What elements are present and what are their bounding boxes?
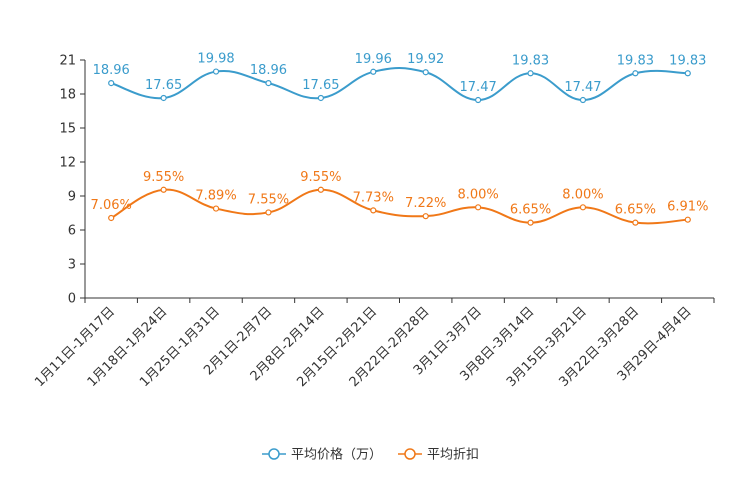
legend-label: 平均折扣 [427,448,479,463]
chart-legend[interactable]: 平均价格（万） 平均折扣 [262,447,479,463]
data-point[interactable] [475,204,482,211]
data-point[interactable] [527,70,534,77]
data-point[interactable] [370,68,377,75]
data-label: 8.00% [562,187,603,202]
data-label: 19.96 [355,52,392,67]
data-point[interactable] [370,207,377,214]
data-label: 6.65% [510,203,551,218]
y-tick-label: 12 [59,156,76,171]
y-tick-label: 0 [68,292,76,307]
data-point[interactable] [632,219,639,226]
data-label: 8.00% [457,187,498,202]
data-label: 19.83 [669,53,706,68]
data-label: 17.47 [564,80,601,95]
data-label: 17.65 [302,78,339,93]
series-line [110,66,688,102]
y-tick-label: 15 [59,122,76,137]
data-point[interactable] [160,94,167,102]
y-tick-label: 9 [68,190,76,205]
series-layer: 18.96 17.65 19.98 18.96 17.65 19.96 19.92 17.47… [91,52,708,226]
series-0: 18.96 17.65 19.98 18.96 17.65 19.96 19.92 17.47… [93,52,706,104]
data-label: 19.98 [197,52,234,67]
data-point[interactable] [684,70,691,77]
data-point[interactable] [475,96,482,104]
legend-item-0[interactable]: 平均价格（万） [262,447,382,463]
y-tick-label: 21 [59,54,76,69]
data-label: 18.96 [93,63,130,78]
legend-marker-icon [404,448,416,460]
data-label: 6.65% [615,203,656,218]
data-label: 7.06% [91,198,132,213]
data-point[interactable] [632,70,639,77]
series-line [110,188,688,225]
data-point[interactable] [422,213,429,220]
data-point[interactable] [108,80,115,87]
data-point[interactable] [265,209,272,216]
data-label: 19.92 [407,52,444,67]
data-label: 19.83 [617,53,654,68]
data-label: 18.96 [250,63,287,78]
data-point[interactable] [265,80,272,87]
data-label: 9.55% [143,170,184,185]
data-point[interactable] [212,205,220,212]
series-1: 7.06% 9.55% 7.89% 7.55% 9.55% 7.73% 7.22% 8.00%… [91,170,708,226]
data-point[interactable] [684,216,691,223]
data-point[interactable] [579,204,587,211]
data-label: 7.55% [248,192,289,207]
data-point[interactable] [160,186,167,193]
data-point[interactable] [317,186,324,193]
data-label: 7.22% [405,196,446,211]
y-tick-label: 3 [68,258,76,273]
data-point[interactable] [527,219,534,226]
data-label: 17.47 [460,80,497,95]
data-label: 9.55% [300,170,341,185]
data-label: 17.65 [145,78,182,93]
data-point[interactable] [108,214,115,222]
y-tick-label: 18 [59,88,76,103]
data-point[interactable] [317,94,324,102]
data-point[interactable] [422,69,429,76]
legend-marker-icon [268,448,280,460]
data-label: 7.73% [353,190,394,205]
chart-axes: 0369121518211月11日-1月17日1月18日-1月24日1月25日-… [32,54,715,390]
data-label: 6.91% [667,200,708,215]
legend-label: 平均价格（万） [291,447,382,463]
data-label: 7.89% [195,189,236,204]
data-point[interactable] [579,96,587,104]
legend-item-1[interactable]: 平均折扣 [398,448,479,463]
data-point[interactable] [212,68,220,75]
y-tick-label: 6 [68,224,76,239]
data-label: 19.83 [512,53,549,68]
